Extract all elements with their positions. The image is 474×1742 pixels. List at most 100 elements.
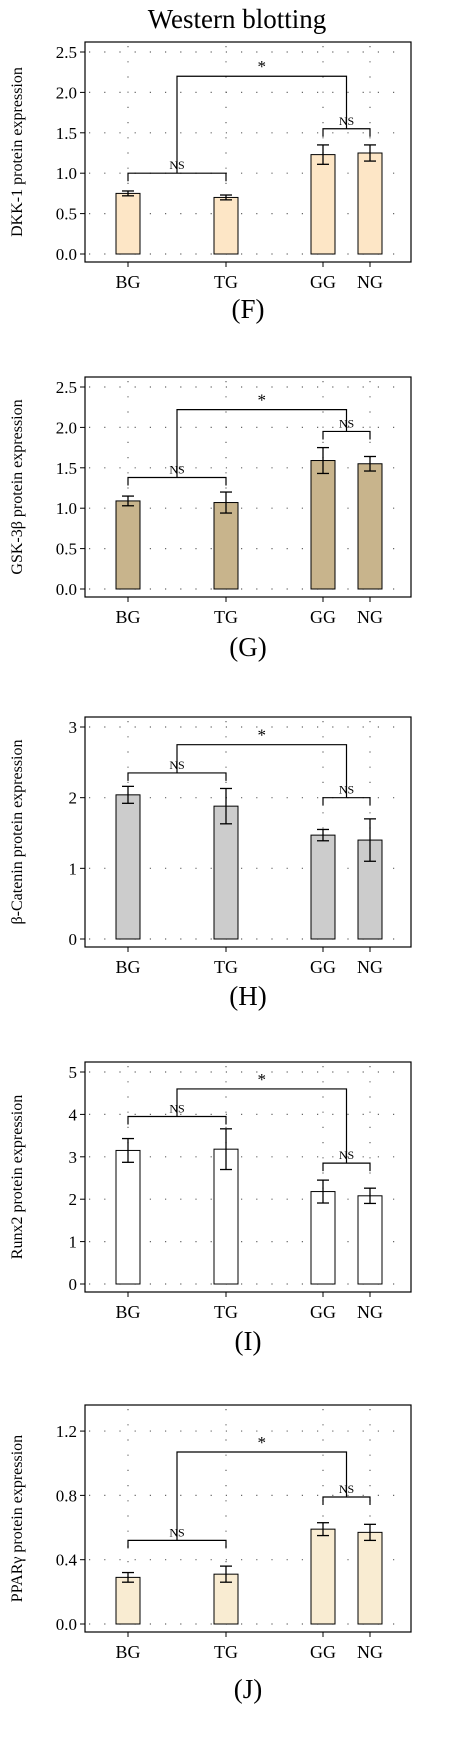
x-tick-label: TG xyxy=(214,272,238,292)
significance-bracket: * xyxy=(176,1070,348,1164)
chart-panel-f: 0.0 0.5 1.0 1.5 2.0 2.5 BG TG GG NG DKK-1 protein … xyxy=(9,41,412,324)
y-tick-label: 4 xyxy=(69,1105,78,1124)
bracket-line xyxy=(127,1539,227,1549)
x-tick-label: NG xyxy=(357,1642,383,1662)
x-tick-label: NG xyxy=(357,957,383,977)
y-axis-label: GSK-3β protein expression xyxy=(9,399,26,574)
bar-gg xyxy=(310,1528,336,1625)
error-bar-bg xyxy=(122,190,134,197)
x-tick-label: GG xyxy=(310,272,336,292)
y-axis-label: DKK-1 protein expression xyxy=(9,67,26,237)
y-tick-label: 1.5 xyxy=(56,124,77,143)
x-tick-label: BG xyxy=(115,1302,140,1322)
x-tick-label: GG xyxy=(310,1642,336,1662)
significance-label: * xyxy=(258,57,267,76)
bar-ng xyxy=(357,1195,383,1285)
panel-label: (J) xyxy=(234,1674,263,1704)
y-tick-label: 0.4 xyxy=(56,1551,78,1570)
y-tick-label: 2.0 xyxy=(56,83,77,102)
y-tick-label: 0.0 xyxy=(56,1615,77,1634)
significance-label: * xyxy=(258,726,267,745)
bar-bg xyxy=(115,794,141,940)
error-bar-gg xyxy=(317,828,329,842)
x-tick-label: BG xyxy=(115,957,140,977)
y-tick-label: 0.0 xyxy=(56,580,77,599)
bracket-line xyxy=(322,797,371,806)
y-tick-label: 2.5 xyxy=(56,378,77,397)
x-tick-label: BG xyxy=(115,1642,140,1662)
panel-label: (G) xyxy=(229,632,266,662)
bar-gg xyxy=(310,460,336,590)
error-bar-ng xyxy=(364,818,376,862)
error-bar-bg xyxy=(122,1571,134,1583)
panel-label: (F) xyxy=(232,294,265,324)
y-tick-label: 2.5 xyxy=(56,43,77,62)
bracket-line xyxy=(176,75,348,174)
bracket-line xyxy=(176,1451,348,1541)
bar-ng xyxy=(357,1531,383,1625)
significance-label: * xyxy=(258,1433,267,1452)
y-tick-label: 1.0 xyxy=(56,499,77,518)
bar-bg xyxy=(115,192,141,255)
bracket-line xyxy=(127,1115,227,1125)
y-tick-label: 1 xyxy=(69,859,78,878)
bracket-line xyxy=(322,1496,371,1505)
y-tick-label: 0.5 xyxy=(56,540,77,559)
significance-bracket: * xyxy=(176,391,348,478)
bracket-line xyxy=(127,476,227,486)
x-tick-label: NG xyxy=(357,607,383,627)
error-bar-tg xyxy=(220,1565,232,1583)
y-tick-label: 3 xyxy=(69,718,78,737)
bar-gg xyxy=(310,834,336,940)
bracket-line xyxy=(322,1162,371,1172)
y-axis-label: Runx2 protein expression xyxy=(9,1095,26,1259)
bar-bg xyxy=(115,1576,141,1625)
plot-frame xyxy=(84,716,412,948)
error-bar-gg xyxy=(317,1522,329,1537)
chart-panel-g: 0.0 0.5 1.0 1.5 2.0 2.5 BG TG GG NG GSK-3β protein… xyxy=(9,376,412,662)
bracket-line xyxy=(322,430,371,440)
bracket-line xyxy=(127,172,227,182)
bar-tg xyxy=(213,196,239,255)
chart-panel-j: 0.0 0.4 0.8 1.2 BG TG GG NG PPARγ protein expres… xyxy=(9,1404,412,1704)
y-axis-label: PPARγ protein expression xyxy=(9,1435,26,1602)
figure-title: Western blotting xyxy=(147,4,327,34)
error-bar-tg xyxy=(220,787,232,825)
y-tick-label: 1.0 xyxy=(56,164,77,183)
bracket-line xyxy=(176,744,348,798)
plot-frame xyxy=(84,41,412,263)
y-axis-label: β-Catenin protein expression xyxy=(9,740,26,925)
y-tick-label: 0 xyxy=(69,930,78,949)
x-tick-label: GG xyxy=(310,957,336,977)
error-bar-ng xyxy=(364,455,376,472)
panel-label: (I) xyxy=(235,1326,262,1356)
bar-tg xyxy=(213,502,239,590)
y-tick-label: 3 xyxy=(69,1148,78,1167)
y-tick-label: 1 xyxy=(69,1233,78,1252)
bar-tg xyxy=(213,805,239,940)
error-bar-gg xyxy=(317,1179,329,1204)
y-tick-label: 1.5 xyxy=(56,459,77,478)
x-tick-label: GG xyxy=(310,1302,336,1322)
bracket-line xyxy=(176,1088,348,1164)
error-bar-tg xyxy=(220,1128,232,1171)
y-tick-label: 2.0 xyxy=(56,418,77,437)
plot-frame xyxy=(84,1404,412,1633)
y-tick-label: 0.5 xyxy=(56,205,77,224)
x-tick-label: TG xyxy=(214,607,238,627)
x-tick-label: BG xyxy=(115,272,140,292)
panel-label: (H) xyxy=(229,981,266,1011)
y-tick-label: 1.2 xyxy=(56,1422,77,1441)
error-bar-bg xyxy=(122,785,134,804)
y-tick-label: 2 xyxy=(69,1190,78,1209)
error-bar-ng xyxy=(364,144,376,162)
x-tick-label: BG xyxy=(115,607,140,627)
error-bar-bg xyxy=(122,1137,134,1163)
error-bar-tg xyxy=(220,194,232,201)
bar-ng xyxy=(357,152,383,255)
bar-tg xyxy=(213,1148,239,1285)
error-bar-gg xyxy=(317,446,329,475)
significance-bracket: * xyxy=(176,57,348,174)
